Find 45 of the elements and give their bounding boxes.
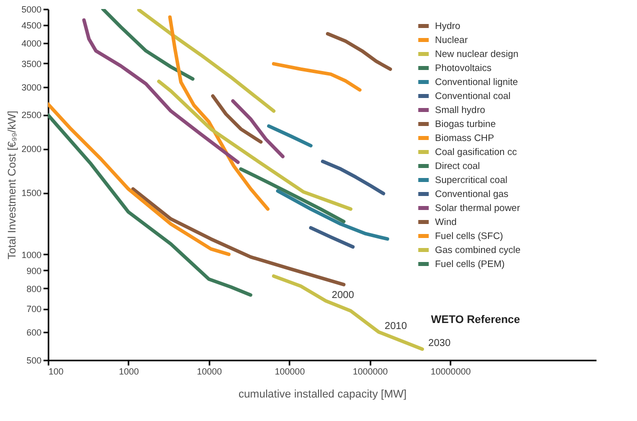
legend-label: Photovoltaics <box>435 63 492 74</box>
y-tick-label: 700 <box>26 304 42 314</box>
legend-label: Supercritical coal <box>435 175 508 186</box>
y-tick-label: 800 <box>26 284 42 294</box>
y-tick-label: 4000 <box>21 38 42 49</box>
legend-label: Fuel cells (PEM) <box>435 259 505 270</box>
annotation: 2010 <box>384 320 408 332</box>
legend-label: Small hydro <box>435 105 486 116</box>
legend-label: Solar thermal power <box>435 203 520 214</box>
legend-label: Biogas turbine <box>435 119 496 130</box>
annotation: 2000 <box>332 290 354 301</box>
annotation: WETO Reference <box>431 314 520 326</box>
legend-label: Conventional lignite <box>435 77 518 88</box>
y-tick-label: 2500 <box>21 110 42 120</box>
y-tick-label: 500 <box>26 356 42 366</box>
x-tick-label: 1000 <box>118 366 139 376</box>
legend-label: Wind <box>435 217 457 228</box>
y-tick-label: 2000 <box>21 144 42 154</box>
y-tick-label: 1000 <box>21 250 42 260</box>
legend-label: Conventional gas <box>435 189 509 200</box>
y-tick-label: 600 <box>26 328 42 338</box>
legend-label: Fuel cells (SFC) <box>435 231 504 242</box>
legend-label: Hydro <box>435 21 460 32</box>
annotation: 2030 <box>428 338 451 350</box>
x-tick-label: 100000 <box>274 366 305 376</box>
legend-label: Conventional coal <box>435 91 511 102</box>
y-tick-label: 3500 <box>21 58 42 69</box>
x-axis-title: cumulative installed capacity [MW] <box>238 388 407 400</box>
y-tick-label: 1500 <box>21 188 42 198</box>
x-tick-label: 1000000 <box>352 366 388 376</box>
y-tick-label: 3000 <box>21 82 42 92</box>
legend-label: Direct coal <box>435 161 480 172</box>
legend-label: Biomass CHP <box>435 133 494 144</box>
x-tick-label: 100 <box>48 366 64 376</box>
y-axis-title: Total Investment Cost [€₉₉/kW] <box>6 110 18 260</box>
x-tick-label: 10000000 <box>430 366 471 376</box>
legend-label: Gas combined cycle <box>435 245 521 256</box>
line-series <box>231 99 285 158</box>
y-tick-label: 900 <box>26 266 42 276</box>
legend-label: Coal gasification cc <box>435 147 518 158</box>
x-tick-label: 10000 <box>196 366 222 376</box>
legend-label: Nuclear <box>435 35 468 46</box>
legend-label: New nuclear design <box>435 49 518 60</box>
y-tick-label: 5000 <box>21 4 42 14</box>
y-tick-label: 4500 <box>21 20 42 31</box>
